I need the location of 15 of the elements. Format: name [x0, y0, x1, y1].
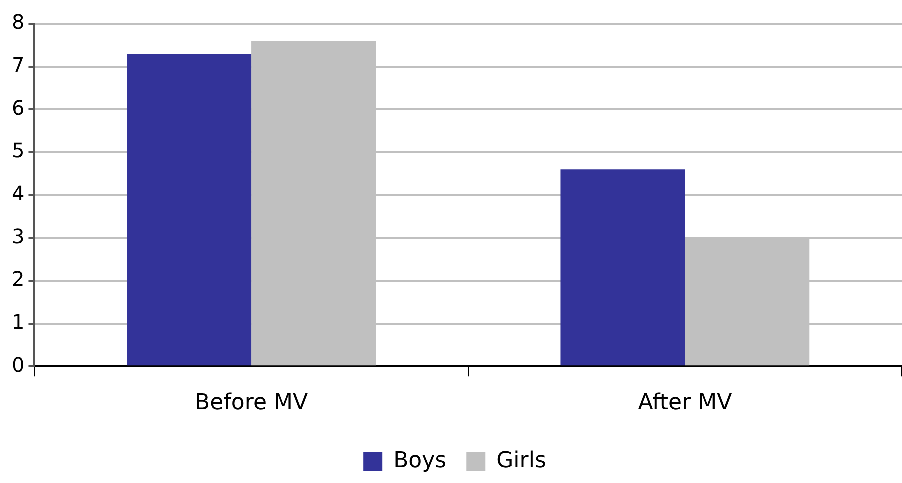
y-tick-label: 3 [12, 224, 25, 248]
legend-label: Boys [394, 448, 447, 474]
y-tick-label: 7 [12, 53, 25, 78]
legend-label: Girls [496, 448, 546, 474]
y-tick-label: 8 [12, 10, 25, 34]
y-tick-label: 5 [12, 138, 25, 163]
y-tick-label: 1 [12, 310, 25, 334]
y-tick-label: 2 [12, 267, 25, 292]
y-tick-label: 6 [12, 96, 25, 120]
x-tick-label: After MV [638, 390, 732, 416]
y-tick-label: 4 [12, 182, 25, 206]
x-tick-label: Before MV [195, 390, 308, 416]
bar [560, 170, 686, 366]
y-tick-label: 0 [12, 352, 25, 377]
bar [127, 54, 252, 366]
